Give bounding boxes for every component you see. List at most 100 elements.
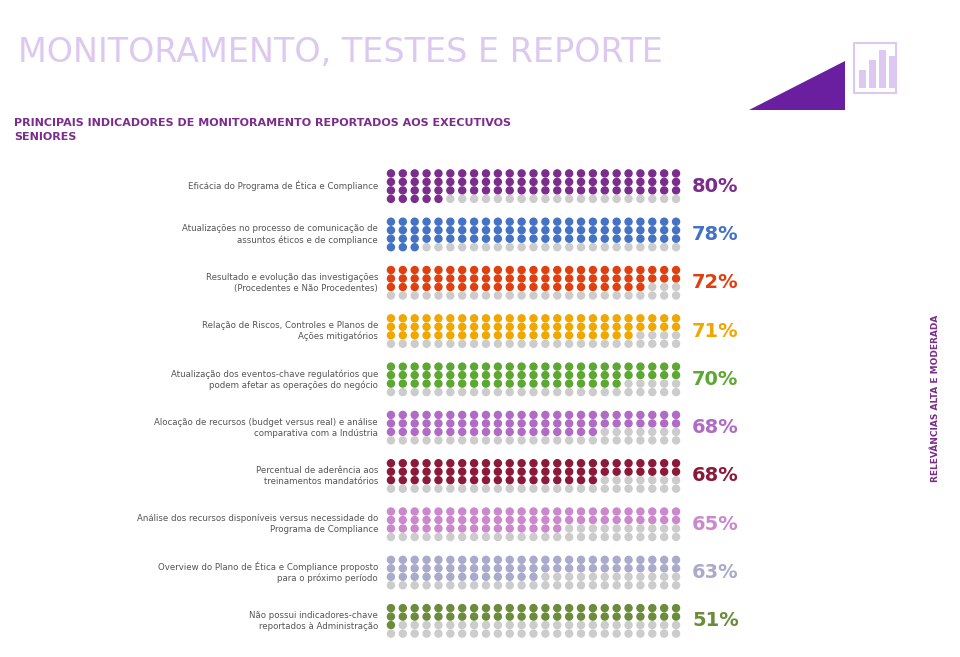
Circle shape bbox=[649, 187, 656, 194]
Circle shape bbox=[673, 179, 680, 185]
Circle shape bbox=[446, 363, 454, 370]
Circle shape bbox=[423, 315, 430, 322]
Circle shape bbox=[411, 533, 419, 541]
Circle shape bbox=[660, 622, 668, 629]
Circle shape bbox=[506, 275, 514, 282]
Circle shape bbox=[470, 428, 478, 436]
Circle shape bbox=[660, 437, 668, 444]
Circle shape bbox=[613, 195, 620, 202]
Circle shape bbox=[636, 275, 644, 282]
Circle shape bbox=[530, 565, 537, 572]
Circle shape bbox=[613, 460, 620, 466]
Circle shape bbox=[578, 582, 585, 589]
Circle shape bbox=[459, 486, 466, 492]
Circle shape bbox=[565, 187, 573, 194]
Circle shape bbox=[411, 235, 419, 242]
Circle shape bbox=[518, 428, 525, 436]
Circle shape bbox=[636, 170, 644, 177]
Circle shape bbox=[518, 332, 525, 339]
Circle shape bbox=[506, 380, 514, 387]
Circle shape bbox=[554, 292, 561, 299]
Circle shape bbox=[399, 284, 406, 290]
Circle shape bbox=[578, 516, 585, 524]
Circle shape bbox=[541, 227, 549, 234]
Circle shape bbox=[423, 420, 430, 427]
Circle shape bbox=[554, 372, 561, 378]
Circle shape bbox=[435, 187, 442, 194]
Circle shape bbox=[530, 170, 537, 177]
Circle shape bbox=[530, 244, 537, 251]
Circle shape bbox=[423, 411, 430, 419]
Circle shape bbox=[578, 284, 585, 290]
Text: reportados à Administração: reportados à Administração bbox=[259, 622, 378, 631]
Circle shape bbox=[399, 363, 406, 370]
Circle shape bbox=[483, 179, 490, 185]
Circle shape bbox=[459, 556, 466, 563]
Circle shape bbox=[446, 613, 454, 620]
Circle shape bbox=[673, 388, 680, 396]
Circle shape bbox=[589, 468, 596, 475]
Circle shape bbox=[636, 604, 644, 612]
Circle shape bbox=[388, 284, 395, 290]
Circle shape bbox=[530, 516, 537, 524]
Circle shape bbox=[388, 218, 395, 225]
Circle shape bbox=[446, 533, 454, 541]
Circle shape bbox=[423, 525, 430, 532]
Circle shape bbox=[636, 613, 644, 620]
Circle shape bbox=[578, 437, 585, 444]
Circle shape bbox=[423, 218, 430, 225]
Circle shape bbox=[565, 244, 573, 251]
Circle shape bbox=[589, 332, 596, 339]
Circle shape bbox=[446, 315, 454, 322]
Circle shape bbox=[423, 613, 430, 620]
Circle shape bbox=[435, 218, 442, 225]
Circle shape bbox=[494, 218, 501, 225]
Circle shape bbox=[541, 428, 549, 436]
Circle shape bbox=[601, 195, 609, 202]
Circle shape bbox=[554, 235, 561, 242]
Circle shape bbox=[578, 574, 585, 580]
Circle shape bbox=[613, 380, 620, 387]
Circle shape bbox=[673, 380, 680, 387]
Circle shape bbox=[565, 477, 573, 484]
Circle shape bbox=[660, 315, 668, 322]
Circle shape bbox=[518, 292, 525, 299]
Circle shape bbox=[423, 574, 430, 580]
Circle shape bbox=[423, 372, 430, 378]
Circle shape bbox=[673, 411, 680, 419]
Circle shape bbox=[554, 630, 561, 637]
Text: Programa de Compliance: Programa de Compliance bbox=[270, 525, 378, 534]
Circle shape bbox=[506, 556, 514, 563]
Circle shape bbox=[625, 556, 632, 563]
Circle shape bbox=[446, 582, 454, 589]
Circle shape bbox=[483, 468, 490, 475]
Circle shape bbox=[388, 508, 395, 515]
Circle shape bbox=[530, 630, 537, 637]
Circle shape bbox=[483, 525, 490, 532]
Circle shape bbox=[388, 525, 395, 532]
Circle shape bbox=[399, 468, 406, 475]
Circle shape bbox=[506, 508, 514, 515]
Circle shape bbox=[470, 477, 478, 484]
Circle shape bbox=[636, 574, 644, 580]
Circle shape bbox=[541, 411, 549, 419]
Circle shape bbox=[554, 323, 561, 330]
Circle shape bbox=[541, 244, 549, 251]
Circle shape bbox=[554, 437, 561, 444]
Text: Não possui indicadores-chave: Não possui indicadores-chave bbox=[250, 611, 378, 620]
Circle shape bbox=[518, 460, 525, 466]
Circle shape bbox=[613, 420, 620, 427]
Circle shape bbox=[446, 622, 454, 629]
Circle shape bbox=[565, 420, 573, 427]
Circle shape bbox=[649, 574, 656, 580]
Circle shape bbox=[613, 179, 620, 185]
Circle shape bbox=[483, 556, 490, 563]
Circle shape bbox=[673, 622, 680, 629]
Circle shape bbox=[530, 613, 537, 620]
Circle shape bbox=[518, 630, 525, 637]
Circle shape bbox=[565, 292, 573, 299]
Circle shape bbox=[636, 565, 644, 572]
Circle shape bbox=[636, 460, 644, 466]
Circle shape bbox=[660, 525, 668, 532]
Circle shape bbox=[494, 437, 501, 444]
